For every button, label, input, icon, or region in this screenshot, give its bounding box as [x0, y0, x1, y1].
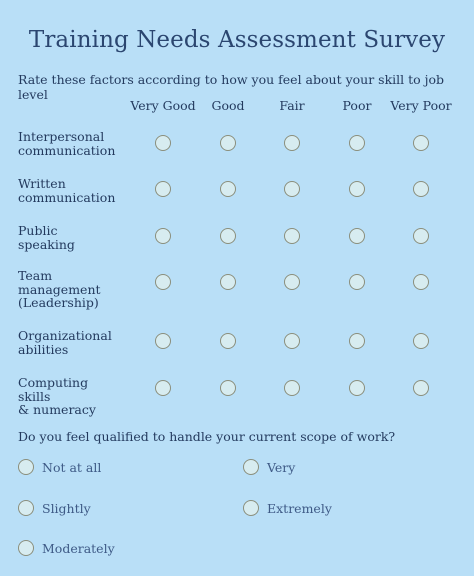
row-label-public-speaking: Public speaking [18, 223, 75, 252]
option-label: Moderately [42, 540, 115, 556]
radio-written-poor[interactable] [349, 181, 365, 197]
radio-public-speaking-very-poor[interactable] [413, 228, 429, 244]
radio-slightly[interactable] [18, 500, 34, 516]
radio-public-speaking-poor[interactable] [349, 228, 365, 244]
option-label: Extremely [267, 500, 332, 516]
radio-computing-fair[interactable] [284, 380, 300, 396]
radio-extremely[interactable] [243, 500, 259, 516]
row-label-interpersonal: Interpersonal communication [18, 129, 116, 158]
radio-computing-poor[interactable] [349, 380, 365, 396]
radio-organizational-poor[interactable] [349, 333, 365, 349]
option-extremely[interactable]: Extremely [243, 500, 332, 516]
column-fair: Fair [279, 98, 305, 113]
question-1-heading: Rate these factors according to how you … [18, 72, 445, 102]
row-label-computing: Computing skills & numeracy [18, 375, 96, 417]
column-very-poor: Very Poor [390, 98, 452, 113]
radio-computing-very-poor[interactable] [413, 380, 429, 396]
radio-not-at-all[interactable] [18, 459, 34, 475]
radio-computing-very-good[interactable] [155, 380, 171, 396]
radio-interpersonal-very-good[interactable] [155, 135, 171, 151]
column-good: Good [211, 98, 245, 113]
radio-organizational-fair[interactable] [284, 333, 300, 349]
radio-interpersonal-poor[interactable] [349, 135, 365, 151]
option-label: Not at all [42, 459, 102, 475]
question-2-heading: Do you feel qualified to handle your cur… [18, 429, 396, 444]
radio-computing-good[interactable] [220, 380, 236, 396]
row-label-organizational: Organizational abilities [18, 328, 112, 357]
column-poor: Poor [342, 98, 372, 113]
option-slightly[interactable]: Slightly [18, 500, 91, 516]
column-very-good: Very Good [130, 98, 196, 113]
radio-organizational-very-poor[interactable] [413, 333, 429, 349]
radio-organizational-good[interactable] [220, 333, 236, 349]
radio-public-speaking-fair[interactable] [284, 228, 300, 244]
radio-moderately[interactable] [18, 540, 34, 556]
radio-written-very-poor[interactable] [413, 181, 429, 197]
row-label-team-management: Team management (Leadership) [18, 268, 101, 310]
radio-team-management-fair[interactable] [284, 274, 300, 290]
option-label: Very [267, 459, 296, 475]
radio-interpersonal-very-poor[interactable] [413, 135, 429, 151]
radio-interpersonal-fair[interactable] [284, 135, 300, 151]
radio-organizational-very-good[interactable] [155, 333, 171, 349]
option-label: Slightly [42, 500, 91, 516]
radio-interpersonal-good[interactable] [220, 135, 236, 151]
radio-public-speaking-very-good[interactable] [155, 228, 171, 244]
option-very[interactable]: Very [243, 459, 295, 475]
radio-written-good[interactable] [220, 181, 236, 197]
radio-team-management-poor[interactable] [349, 274, 365, 290]
radio-written-fair[interactable] [284, 181, 300, 197]
radio-team-management-good[interactable] [220, 274, 236, 290]
page-title: Training Needs Assessment Survey [28, 27, 446, 53]
radio-very[interactable] [243, 459, 259, 475]
radio-team-management-very-poor[interactable] [413, 274, 429, 290]
radio-public-speaking-good[interactable] [220, 228, 236, 244]
radio-written-very-good[interactable] [155, 181, 171, 197]
option-moderately[interactable]: Moderately [18, 540, 115, 556]
row-label-written: Written communication [18, 176, 116, 205]
radio-team-management-very-good[interactable] [155, 274, 171, 290]
option-not-at-all[interactable]: Not at all [18, 459, 101, 475]
